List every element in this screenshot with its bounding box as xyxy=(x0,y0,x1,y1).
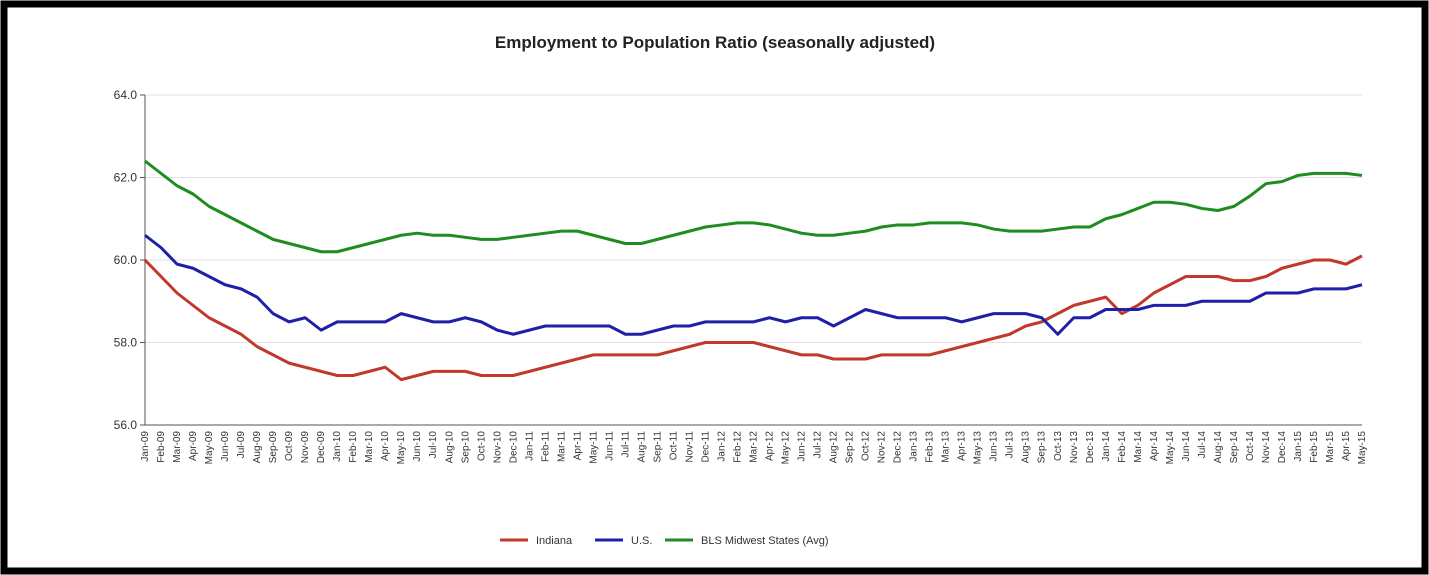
x-tick-label: Feb-13 xyxy=(925,431,936,463)
x-tick-label: Dec-12 xyxy=(893,431,904,464)
x-tick-label: Sep-10 xyxy=(460,431,471,464)
x-tick-label: May-10 xyxy=(396,431,407,465)
x-tick-label: Jul-14 xyxy=(1197,431,1208,459)
x-tick-label: May-11 xyxy=(588,431,599,464)
x-tick-label: Feb-11 xyxy=(540,431,551,462)
x-tick-label: Apr-10 xyxy=(380,431,391,461)
x-tick-label: Jun-13 xyxy=(989,431,1000,462)
x-tick-label: Mar-13 xyxy=(941,431,952,463)
x-tick-label: Dec-13 xyxy=(1085,431,1096,464)
legend-label: U.S. xyxy=(631,535,652,547)
x-tick-label: Jun-11 xyxy=(604,431,615,461)
x-tick-label: Sep-12 xyxy=(845,431,856,464)
x-tick-label: Dec-10 xyxy=(508,431,519,464)
x-tick-label: Sep-09 xyxy=(268,431,279,464)
x-tick-label: Mar-14 xyxy=(1133,431,1144,463)
x-tick-label: Apr-14 xyxy=(1149,431,1160,461)
x-tick-label: Jul-09 xyxy=(236,431,247,459)
x-tick-label: Jan-10 xyxy=(332,431,343,462)
x-tick-label: Jan-13 xyxy=(909,431,920,462)
x-tick-label: Dec-14 xyxy=(1277,431,1288,464)
x-tick-label: Nov-14 xyxy=(1261,431,1272,464)
x-tick-label: Oct-14 xyxy=(1245,431,1256,461)
x-tick-label: Oct-11 xyxy=(668,431,679,461)
x-tick-label: Jan-14 xyxy=(1101,431,1112,462)
chart-title: Employment to Population Ratio (seasonal… xyxy=(495,33,935,52)
x-tick-label: Oct-12 xyxy=(861,431,872,461)
x-tick-label: Jun-14 xyxy=(1181,431,1192,462)
x-tick-label: Mar-11 xyxy=(556,431,567,462)
y-tick-label: 56.0 xyxy=(114,418,138,432)
x-tick-label: Aug-12 xyxy=(829,431,840,464)
x-tick-label: Jul-13 xyxy=(1005,431,1016,459)
x-tick-label: Jul-12 xyxy=(813,431,824,459)
x-tick-label: Apr-13 xyxy=(957,431,968,461)
x-tick-label: Feb-10 xyxy=(348,431,359,463)
x-tick-label: Mar-09 xyxy=(172,431,183,463)
x-tick-label: Sep-13 xyxy=(1037,431,1048,464)
x-tick-label: Jan-09 xyxy=(140,431,151,462)
x-tick-label: Aug-14 xyxy=(1213,431,1224,464)
x-tick-label: Jun-09 xyxy=(220,431,231,462)
x-tick-label: Feb-12 xyxy=(732,431,743,463)
x-tick-label: Oct-13 xyxy=(1053,431,1064,461)
y-tick-label: 64.0 xyxy=(114,88,138,102)
x-tick-label: Jun-10 xyxy=(412,431,423,462)
x-tick-label: Apr-11 xyxy=(572,431,583,461)
x-tick-label: Oct-10 xyxy=(476,431,487,461)
x-tick-label: Feb-14 xyxy=(1117,431,1128,463)
x-tick-label: Dec-11 xyxy=(700,431,711,463)
x-tick-label: Sep-11 xyxy=(652,431,663,463)
x-tick-label: Nov-13 xyxy=(1069,431,1080,464)
series-line xyxy=(143,254,1363,382)
x-tick-label: Mar-10 xyxy=(364,431,375,463)
x-tick-label: Jul-10 xyxy=(428,431,439,459)
y-tick-label: 60.0 xyxy=(114,253,138,267)
x-tick-label: Oct-09 xyxy=(284,431,295,461)
x-tick-label: Mar-12 xyxy=(749,431,760,463)
x-tick-label: Feb-09 xyxy=(156,431,167,463)
x-tick-label: Apr-09 xyxy=(188,431,199,461)
x-tick-label: Apr-15 xyxy=(1341,431,1352,461)
x-tick-label: Dec-09 xyxy=(316,431,327,464)
x-tick-label: Jan-12 xyxy=(716,431,727,462)
y-tick-label: 62.0 xyxy=(114,171,138,185)
x-tick-label: Aug-13 xyxy=(1021,431,1032,464)
x-tick-label: Apr-12 xyxy=(765,431,776,461)
x-tick-label: Jan-15 xyxy=(1293,431,1304,462)
x-tick-label: Nov-11 xyxy=(684,431,695,463)
x-tick-label: May-09 xyxy=(204,431,215,465)
x-tick-label: Aug-09 xyxy=(252,431,263,464)
x-tick-label: Mar-15 xyxy=(1325,431,1336,463)
x-tick-label: Jan-11 xyxy=(524,431,535,461)
x-tick-label: May-13 xyxy=(973,431,984,465)
x-tick-label: Aug-10 xyxy=(444,431,455,464)
y-tick-label: 58.0 xyxy=(114,336,138,350)
legend-label: Indiana xyxy=(536,535,573,547)
x-tick-label: Nov-09 xyxy=(300,431,311,464)
series-line xyxy=(144,234,1363,336)
x-tick-label: Jul-11 xyxy=(620,431,631,458)
x-tick-label: Aug-11 xyxy=(636,431,647,463)
x-tick-label: Jun-12 xyxy=(797,431,808,462)
legend-label: BLS Midwest States (Avg) xyxy=(701,535,829,547)
x-tick-label: Nov-12 xyxy=(877,431,888,464)
x-tick-label: Nov-10 xyxy=(492,431,503,464)
x-tick-label: May-14 xyxy=(1165,431,1176,465)
x-tick-label: Feb-15 xyxy=(1309,431,1320,463)
x-tick-label: Sep-14 xyxy=(1229,431,1240,464)
series-line xyxy=(144,159,1363,254)
x-tick-label: May-15 xyxy=(1357,431,1368,465)
x-tick-label: May-12 xyxy=(781,431,792,465)
